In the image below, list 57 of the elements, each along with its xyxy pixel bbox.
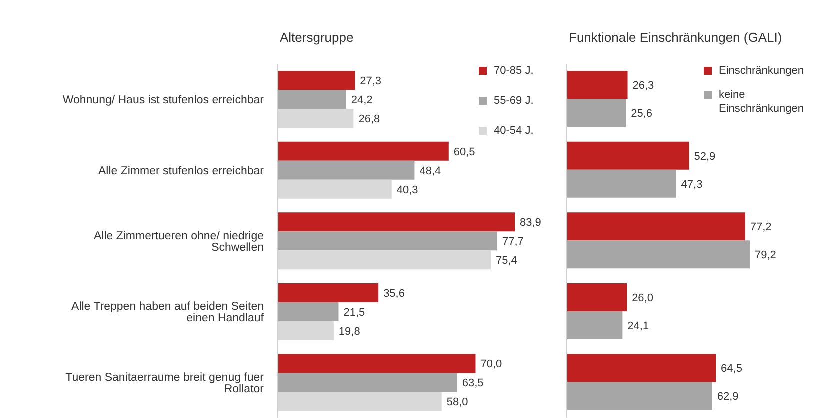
data-label: 24,2 (351, 94, 373, 106)
bar (567, 170, 676, 198)
bar (278, 90, 346, 110)
data-label: 52,9 (694, 150, 716, 163)
data-label: 83,9 (520, 217, 542, 230)
bar (278, 283, 379, 302)
bar (278, 142, 449, 161)
data-label: 70,0 (480, 358, 502, 371)
data-label: 48,4 (420, 165, 442, 178)
y-tick-label: Tueren Sanitaerraume breit genug fuer Rollator (66, 372, 264, 396)
bar (278, 354, 476, 374)
data-label: 63,5 (462, 378, 484, 390)
bar (278, 373, 458, 392)
data-label: 64,5 (721, 363, 742, 376)
data-label: 35,6 (384, 288, 405, 300)
data-label: 25,6 (631, 108, 653, 120)
data-label: 77,7 (502, 236, 524, 248)
bar (278, 302, 339, 322)
bar (278, 71, 356, 90)
y-tick-label: Alle Treppen haben auf beiden Seiten einen Handlauf (72, 301, 265, 325)
y-tick-label: Alle Zimmer stufenlos erreichbar (98, 165, 264, 178)
bar (567, 142, 690, 170)
legend-label: 70-85 J. (494, 64, 534, 78)
bar (567, 382, 712, 410)
bar (567, 283, 628, 312)
bar (278, 232, 498, 251)
bar (278, 160, 415, 180)
data-label: 60,5 (454, 146, 476, 158)
bar (567, 354, 716, 382)
data-label: 79,2 (755, 250, 776, 262)
data-label: 62,9 (717, 391, 739, 404)
bar (567, 311, 623, 340)
legend-label: keine Einschränkungen (719, 88, 806, 116)
data-label: 24,1 (628, 320, 650, 332)
data-label: 27,3 (360, 75, 382, 88)
bar (567, 99, 626, 128)
chart-title: Funktionale Einschränkungen (GALI) (569, 30, 782, 45)
legend-label: 55-69 J. (494, 94, 534, 108)
data-label: 26,8 (358, 113, 380, 126)
data-label: 75,4 (496, 255, 518, 268)
bar (567, 212, 746, 241)
bar (567, 71, 628, 100)
y-tick-label: Alle Zimmertueren ohne/ niedrige Schwellen (94, 230, 264, 254)
data-label: 58,0 (446, 396, 468, 409)
data-label: 26,0 (632, 292, 654, 304)
data-label: 26,3 (632, 80, 654, 92)
legend-label: 40-54 J. (494, 124, 534, 138)
data-label: 77,2 (750, 222, 772, 234)
y-tick-label: Wohnung/ Haus ist stufenlos erreichbar (62, 94, 264, 106)
bar (278, 212, 515, 232)
legend-label: Einschränkungen (719, 64, 804, 78)
data-label: 19,8 (338, 326, 360, 338)
data-label: 47,3 (681, 178, 703, 191)
data-label: 40,3 (396, 184, 418, 196)
chart-title: Altersgruppe (280, 30, 354, 45)
data-label: 21,5 (344, 306, 366, 319)
bar (567, 240, 750, 269)
